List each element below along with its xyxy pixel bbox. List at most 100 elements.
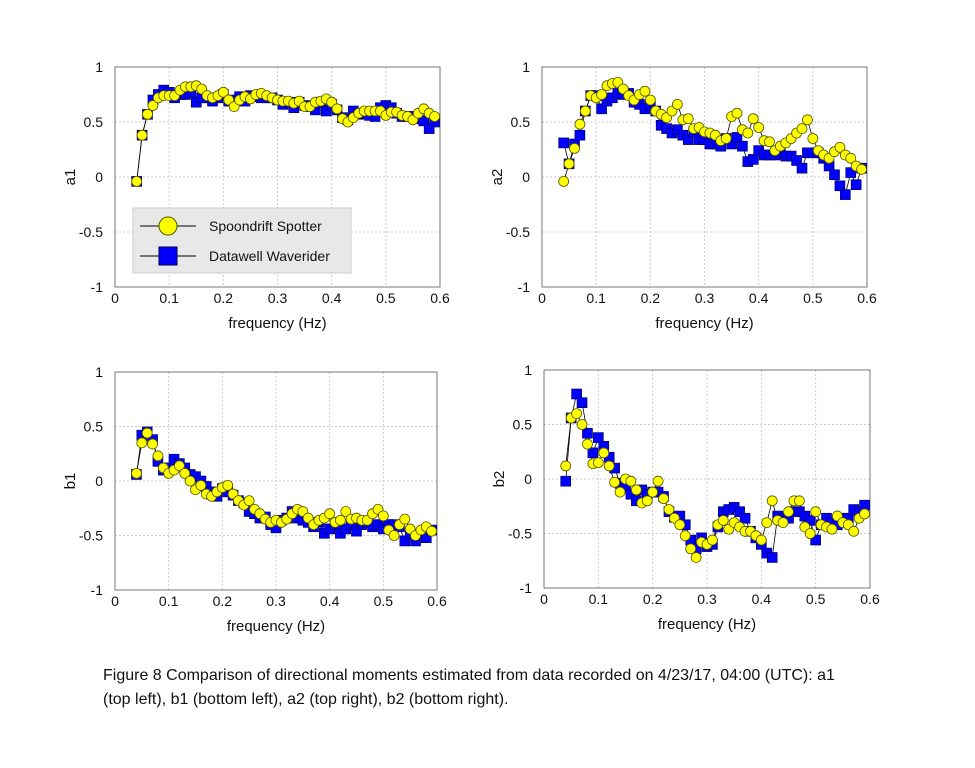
b2-spotter-point	[755, 534, 767, 546]
a2-waverider-point	[850, 179, 862, 190]
a2-spotter-point	[747, 113, 759, 125]
b1-spotter-point	[426, 525, 438, 537]
b2-spotter-point	[641, 495, 653, 507]
b2-x-tick-label: 0.2	[643, 591, 663, 607]
b2-x-tick-label: 0	[540, 591, 548, 607]
a1-y-tick-label: -0.5	[79, 224, 103, 240]
a2-x-tick-label: 0.4	[749, 290, 769, 306]
b1-spotter-point	[399, 513, 411, 525]
b2-spotter-point	[777, 517, 789, 528]
a2-waverider-point	[596, 103, 607, 115]
a2-x-axis-label: frequency (Hz)	[655, 315, 753, 332]
a1-y-tick-label: -1	[91, 279, 104, 295]
b2-spotter-point	[592, 457, 604, 469]
b2-spotter-point	[761, 517, 773, 528]
b2-waverider-point	[810, 534, 821, 546]
b2-spotter-point	[783, 506, 794, 518]
b2-spotter-point	[717, 515, 729, 526]
b1-waverider-point	[399, 535, 411, 547]
a1-x-tick-label: 0.5	[376, 290, 396, 306]
b1-y-tick-label: -0.5	[79, 528, 103, 544]
a2-x-tick-label: 0.3	[695, 290, 715, 306]
a1-y-tick-label: 1	[95, 59, 103, 75]
a2-y-tick-label: 0	[522, 169, 530, 185]
b2-spotter-point	[766, 495, 778, 507]
a1-x-tick-label: 0.3	[268, 290, 288, 306]
b2-x-axis-label: frequency (Hz)	[658, 616, 756, 633]
b2-spotter-point	[614, 486, 626, 498]
legend-spotter-marker	[158, 216, 178, 236]
a2-spotter-point	[856, 163, 867, 175]
panel-a1: 0 0.1 0.2 0.3 0.4 0.5 0.6 -1 -0.5 0 0.5 1 frequency …	[62, 59, 450, 332]
b2-spotter-point	[658, 493, 669, 505]
b2-spotter-point	[810, 506, 822, 518]
legend-waverider-label: Datawell Waverider	[209, 248, 330, 264]
b1-spotter-point	[152, 450, 164, 462]
a1-x-tick-label: 0	[111, 290, 119, 306]
b2-spotter-point	[707, 534, 718, 546]
panel-b1: 0 0.1 0.2 0.3 0.4 0.5 0.6 -1 -0.5 0 0.5 1 frequency …	[62, 364, 447, 635]
a1-y-tick-label: 0.5	[84, 114, 104, 130]
panel-a2: 0 0.1 0.2 0.3 0.4 0.5 0.6 -1 -0.5 0 0.5 1 frequency …	[489, 59, 877, 332]
b2-spotter-point	[582, 438, 593, 450]
b1-y-tick-label: 0.5	[84, 419, 104, 435]
a1-y-tick-label: 0	[95, 169, 103, 185]
a2-y-tick-label: -0.5	[506, 224, 530, 240]
b1-x-tick-label: 0	[111, 593, 119, 609]
a1-waverider-point	[418, 115, 430, 127]
b2-spotter-point	[609, 476, 621, 488]
a2-waverider-point	[796, 162, 808, 174]
figure-canvas: 0 0.1 0.2 0.3 0.4 0.5 0.6 -1 -0.5 0 0.5 1 frequency …	[62, 59, 880, 635]
a1-spotter-point	[217, 86, 229, 98]
a1-spotter-point	[136, 129, 148, 141]
a2-y-axis-label: a2	[489, 169, 506, 186]
b2-y-tick-label: -1	[520, 580, 533, 596]
b2-x-tick-label: 0.4	[752, 591, 772, 607]
a2-spotter-point	[563, 158, 575, 170]
b2-spotter-point	[679, 530, 691, 542]
b2-spotter-point	[576, 419, 588, 430]
a2-x-tick-label: 0.2	[641, 290, 661, 306]
a1-x-axis-label: frequency (Hz)	[228, 315, 326, 332]
b2-spotter-point	[690, 552, 702, 563]
a1-spotter-point	[131, 175, 143, 187]
a2-spotter-point	[644, 94, 656, 106]
a2-spotter-point	[802, 114, 813, 126]
a2-waverider-point	[791, 155, 802, 166]
b2-spotter-point	[652, 475, 664, 487]
b2-waverider-point	[576, 397, 588, 409]
a2-waverider-point	[737, 140, 748, 152]
b1-spotter-point	[388, 530, 400, 541]
a1-x-tick-label: 0.1	[159, 290, 179, 306]
a2-waverider-point	[834, 180, 846, 192]
a2-waverider-point	[682, 134, 694, 145]
b2-waverider-point	[560, 475, 572, 487]
a2-waverider-point	[672, 124, 683, 135]
b1-spotter-point	[222, 479, 234, 491]
a2-x-tick-label: 0.1	[586, 290, 606, 306]
a2-spotter-point	[796, 123, 808, 135]
b1-spotter-point	[131, 467, 142, 479]
b1-x-tick-label: 0.3	[266, 593, 286, 609]
b2-x-tick-label: 0.6	[860, 591, 880, 607]
b2-waverider-point	[571, 388, 582, 400]
b2-spotter-point	[625, 475, 637, 487]
a1-waverider-point	[423, 123, 435, 134]
a2-spotter-point	[742, 127, 754, 139]
a2-spotter-point	[682, 113, 694, 125]
a2-waverider-point	[558, 137, 569, 149]
legend-spotter-label: Spoondrift Spotter	[209, 218, 322, 234]
a2-spotter-point	[558, 175, 570, 187]
b1-spotter-point	[243, 495, 255, 507]
b2-spotter-point	[804, 528, 816, 539]
b2-spotter-point	[848, 525, 860, 537]
b1-x-tick-label: 0.4	[320, 593, 340, 609]
b2-spotter-point	[598, 447, 610, 459]
figure-caption: Figure 8 Comparison of directional momen…	[103, 667, 835, 708]
b2-x-tick-label: 0.1	[589, 591, 609, 607]
a1-waverider-point	[320, 105, 332, 117]
b2-waverider-point	[739, 512, 751, 524]
a1-x-tick-label: 0.2	[214, 290, 234, 306]
a1-spotter-point	[142, 108, 153, 120]
a2-spotter-point	[834, 141, 846, 153]
